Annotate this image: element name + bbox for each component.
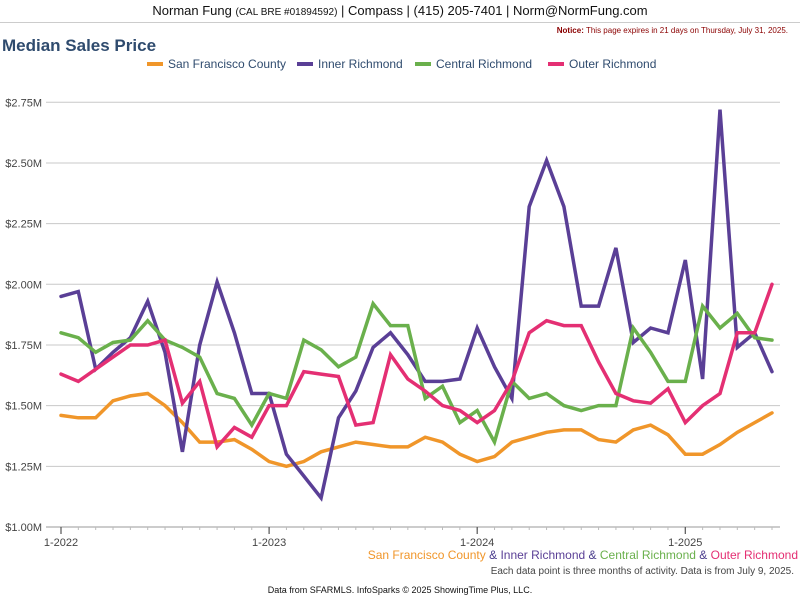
series-layer	[59, 109, 774, 502]
legend-label-outer: Outer Richmond	[569, 57, 657, 71]
legend-swatch-inner	[297, 61, 313, 66]
y-tick-label: $2.50M	[5, 158, 42, 170]
legend-label-central: Central Richmond	[436, 57, 533, 71]
summary-inner: Inner Richmond	[500, 548, 586, 562]
notice-text: This page expires in 21 days on Thursday…	[585, 26, 788, 35]
chart-title: Median Sales Price	[2, 36, 157, 55]
series-line-sf	[59, 391, 774, 469]
data-note: Each data point is three months of activ…	[490, 566, 794, 577]
legend-swatch-central	[415, 61, 431, 66]
notice-label: Notice:	[556, 26, 584, 35]
summary-central: Central Richmond	[599, 548, 696, 562]
series-line-inner	[59, 109, 774, 502]
summary-amp-1: &	[489, 548, 498, 562]
summary-outer: Outer Richmond	[710, 548, 798, 562]
series-summary: San Francisco County & Inner Richmond & …	[368, 548, 798, 562]
y-tick-label: $1.00M	[5, 522, 42, 534]
summary-amp-3: &	[699, 548, 708, 562]
data-source: Data from SFARMLS. InfoSparks © 2025 Sho…	[267, 585, 533, 595]
legend-label-inner: Inner Richmond	[318, 57, 403, 71]
grid-layer	[46, 101, 780, 528]
legend-label-sf: San Francisco County	[168, 57, 287, 71]
x-tick-label: 1-2024	[460, 537, 494, 549]
legend-swatch-sf	[147, 61, 163, 66]
y-tick-label: $2.00M	[5, 279, 42, 291]
series-line-outer	[59, 282, 774, 451]
series-line-central	[59, 300, 774, 447]
x-tick-label: 1-2023	[252, 537, 286, 549]
y-tick-label: $2.25M	[5, 219, 42, 231]
header-bar: Norman Fung (CAL BRE #01894592) | Compas…	[0, 0, 800, 23]
y-tick-label: $1.75M	[5, 340, 42, 352]
agent-license: (CAL BRE #01894592)	[235, 7, 338, 18]
legend-item-outer[interactable]: Outer Richmond	[548, 57, 656, 71]
x-tick-label: 1-2025	[668, 537, 702, 549]
chart-legend: San Francisco County Inner Richmond Cent…	[0, 57, 800, 73]
y-tick-label: $1.50M	[5, 401, 42, 413]
x-tick-label: 1-2022	[44, 537, 78, 549]
agent-name: Norman Fung	[152, 3, 232, 18]
summary-amp-2: &	[588, 548, 597, 562]
agent-contact: | Compass | (415) 205-7401 | Norm@NormFu…	[341, 3, 648, 18]
y-tick-label: $1.25M	[5, 461, 42, 473]
y-tick-label: $2.75M	[5, 97, 42, 109]
summary-sf: San Francisco County	[367, 548, 486, 562]
legend-swatch-outer	[548, 61, 564, 66]
legend-item-inner[interactable]: Inner Richmond	[297, 57, 403, 71]
expiry-notice: Notice: This page expires in 21 days on …	[557, 26, 788, 35]
legend-item-central[interactable]: Central Richmond	[415, 57, 532, 71]
axis-layer: $1.00M $1.25M $1.50M $1.75M $2.00M $2.25M $2.5…	[5, 97, 780, 549]
legend-item-sf[interactable]: San Francisco County	[147, 57, 286, 71]
